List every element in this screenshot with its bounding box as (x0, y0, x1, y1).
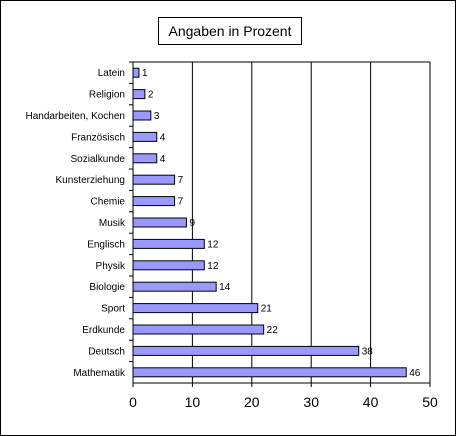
bar (132, 217, 187, 228)
x-tick-label: 10 (185, 394, 201, 410)
category-label: Französisch (71, 132, 125, 143)
value-label: 7 (178, 175, 184, 186)
x-tick-label: 30 (303, 394, 319, 410)
x-tick-label: 40 (363, 394, 379, 410)
value-label: 7 (178, 197, 184, 208)
value-label: 3 (154, 111, 160, 122)
category-label: Chemie (91, 197, 126, 208)
bar (132, 196, 176, 207)
category-label: Englisch (87, 239, 125, 250)
value-label: 9 (189, 218, 195, 229)
category-label: Kunsterziehung (56, 175, 126, 186)
bar (132, 324, 265, 335)
bar (132, 303, 259, 314)
category-label: Sozialkunde (71, 154, 126, 165)
category-label: Mathematik (73, 368, 126, 379)
value-label: 12 (207, 239, 219, 250)
value-label: 2 (148, 90, 154, 101)
x-tick-label: 20 (244, 394, 260, 410)
bar (132, 345, 360, 356)
value-label: 4 (160, 154, 166, 165)
x-tick-label: 0 (129, 394, 137, 410)
bar (132, 281, 217, 292)
value-label: 46 (409, 368, 421, 379)
bar (132, 67, 140, 78)
x-tick-label: 50 (422, 394, 438, 410)
category-label: Handarbeiten, Kochen (25, 111, 125, 122)
bar (132, 153, 158, 164)
value-label: 38 (362, 346, 374, 357)
bar (132, 260, 205, 271)
bar (132, 110, 152, 121)
category-label: Physik (96, 261, 126, 272)
bar (132, 174, 176, 185)
chart-title: Angaben in Prozent (158, 17, 302, 45)
category-label: Religion (89, 90, 125, 101)
category-label: Biologie (89, 282, 125, 293)
category-label: Sport (101, 304, 125, 315)
bar (132, 89, 146, 100)
bar (132, 367, 407, 378)
value-label: 22 (267, 325, 279, 336)
value-label: 4 (160, 132, 166, 143)
value-label: 21 (261, 304, 273, 315)
value-label: 14 (219, 282, 231, 293)
category-label: Latein (98, 68, 125, 79)
category-label: Musik (99, 218, 126, 229)
value-label: 12 (207, 261, 219, 272)
bar (132, 238, 205, 249)
value-label: 1 (142, 68, 148, 79)
category-label: Erdkunde (82, 325, 125, 336)
bar (132, 131, 158, 142)
category-label: Deutsch (88, 346, 125, 357)
